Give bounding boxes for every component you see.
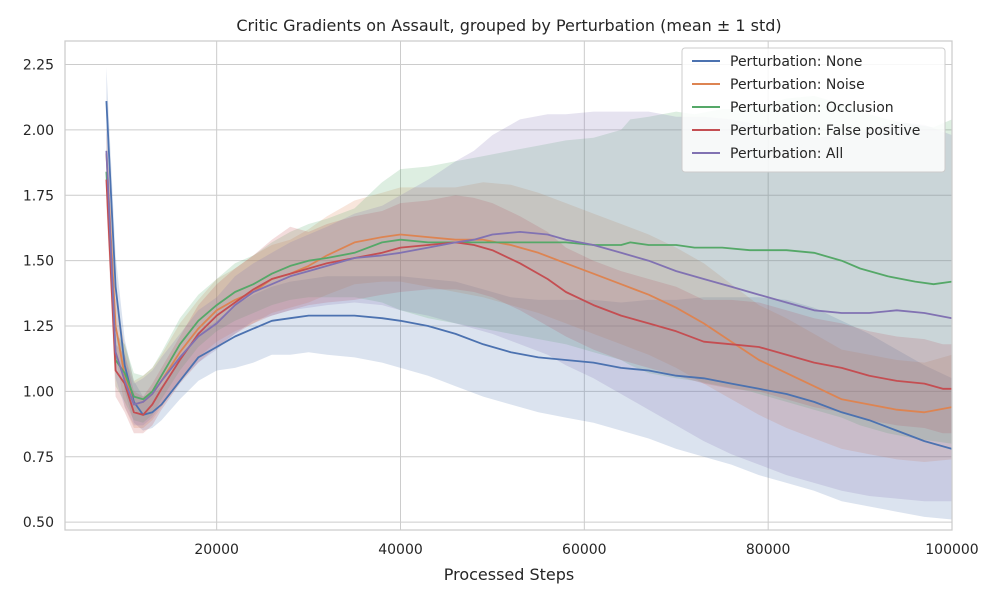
band-perturbation-none xyxy=(106,67,952,520)
line-perturbation-all xyxy=(105,150,953,406)
x-tick-label: 40000 xyxy=(378,542,423,558)
plot-border xyxy=(64,40,953,531)
x-tick-label: 100000 xyxy=(925,542,978,558)
y-tick-labels: 0.50 0.75 1.00 1.25 1.50 1.75 2.00 2.25 xyxy=(23,58,54,532)
x-axis-label: Processed Steps xyxy=(444,565,575,584)
legend: Perturbation: None Perturbation: Noise Per… xyxy=(681,47,946,173)
legend-label-perturbation-occlusion: Perturbation: Occlusion xyxy=(730,100,894,116)
x-tick-label: 60000 xyxy=(562,542,607,558)
line-perturbation-none xyxy=(105,101,953,450)
band-perturbation-occlusion xyxy=(106,95,952,444)
y-tick-label: 2.25 xyxy=(23,58,54,74)
x-tick-label: 20000 xyxy=(194,542,239,558)
legend-label-perturbation-false-positive: Perturbation: False positive xyxy=(730,123,920,139)
std-bands xyxy=(106,67,952,520)
y-tick-label: 2.00 xyxy=(23,123,54,139)
legend-box xyxy=(681,47,946,173)
band-perturbation-noise xyxy=(106,127,952,463)
y-tick-label: 1.25 xyxy=(23,319,54,335)
legend-label-perturbation-noise: Perturbation: Noise xyxy=(730,77,865,93)
x-tick-labels: 20000 40000 60000 80000 100000 xyxy=(194,542,978,558)
line-perturbation-occlusion xyxy=(105,171,953,401)
y-tick-label: 0.50 xyxy=(23,515,54,531)
x-tick-label: 80000 xyxy=(746,542,791,558)
chart-title: Critic Gradients on Assault, grouped by … xyxy=(236,16,781,35)
line-perturbation-noise xyxy=(105,153,953,414)
y-tick-label: 1.00 xyxy=(23,384,54,400)
series-lines xyxy=(105,101,953,450)
y-tick-label: 1.50 xyxy=(23,254,54,270)
y-tick-label: 0.75 xyxy=(23,450,54,466)
legend-label-perturbation-all: Perturbation: All xyxy=(730,146,843,162)
legend-label-perturbation-none: Perturbation: None xyxy=(730,54,862,70)
band-perturbation-all xyxy=(106,111,952,502)
band-perturbation-false-positive xyxy=(106,153,952,434)
y-tick-label: 1.75 xyxy=(23,188,54,204)
